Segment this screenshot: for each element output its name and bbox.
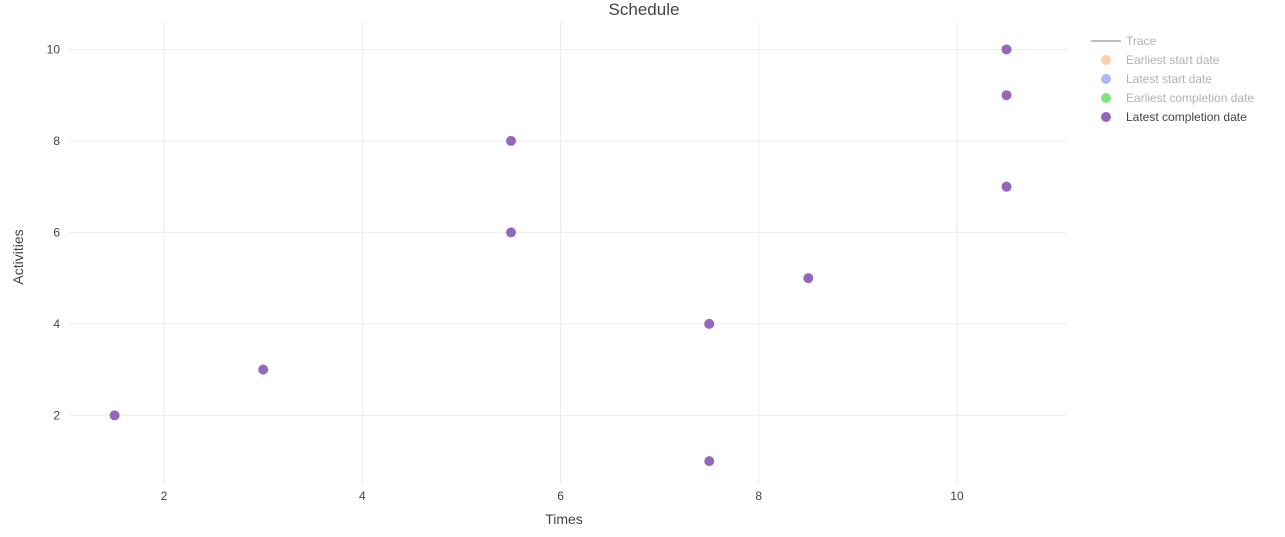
x-tick-label: 2	[161, 489, 168, 503]
legend-dot-symbol	[1101, 74, 1111, 84]
y-tick-label: 6	[53, 225, 60, 239]
x-tick-label: 10	[950, 489, 964, 503]
legend-label: Latest start date	[1126, 72, 1212, 86]
tick-labels: 2 4 6 8 10 2 4 6 8 10	[47, 42, 964, 503]
data-point[interactable]	[506, 227, 517, 238]
legend-item[interactable]: Latest completion date	[1101, 110, 1247, 124]
y-tick-label: 4	[53, 317, 60, 331]
legend[interactable]: Trace Earliest start date Latest start dat…	[1091, 34, 1254, 124]
legend-label: Earliest completion date	[1126, 91, 1254, 105]
data-point[interactable]	[1001, 44, 1012, 55]
data-point[interactable]	[803, 273, 814, 284]
x-tick-label: 4	[359, 489, 366, 503]
legend-item[interactable]: Earliest start date	[1101, 53, 1220, 67]
y-tick-label: 2	[53, 408, 60, 422]
data-point[interactable]	[1001, 181, 1012, 192]
data-point[interactable]	[506, 135, 517, 146]
data-point[interactable]	[704, 318, 715, 329]
legend-dot-symbol	[1101, 55, 1111, 65]
gridlines	[70, 22, 1066, 484]
x-tick-label: 8	[755, 489, 762, 503]
x-axis-title: Times	[545, 511, 583, 527]
legend-item[interactable]: Earliest completion date	[1101, 91, 1254, 105]
x-tick-label: 6	[557, 489, 564, 503]
legend-label: Earliest start date	[1126, 53, 1220, 67]
legend-label: Latest completion date	[1126, 110, 1247, 124]
chart-title: Schedule	[609, 0, 680, 19]
y-tick-label: 8	[53, 134, 60, 148]
legend-item[interactable]: Latest start date	[1101, 72, 1212, 86]
data-point[interactable]	[1001, 90, 1012, 101]
data-points	[109, 44, 1012, 467]
legend-dot-symbol	[1101, 93, 1111, 103]
legend-label: Trace	[1126, 34, 1157, 48]
y-axis-title: Activities	[10, 229, 26, 284]
data-point[interactable]	[109, 410, 120, 421]
legend-dot-symbol	[1101, 112, 1111, 122]
data-point[interactable]	[258, 364, 269, 375]
y-tick-label: 10	[47, 42, 61, 56]
legend-item[interactable]: Trace	[1091, 34, 1157, 48]
data-point[interactable]	[704, 456, 715, 467]
